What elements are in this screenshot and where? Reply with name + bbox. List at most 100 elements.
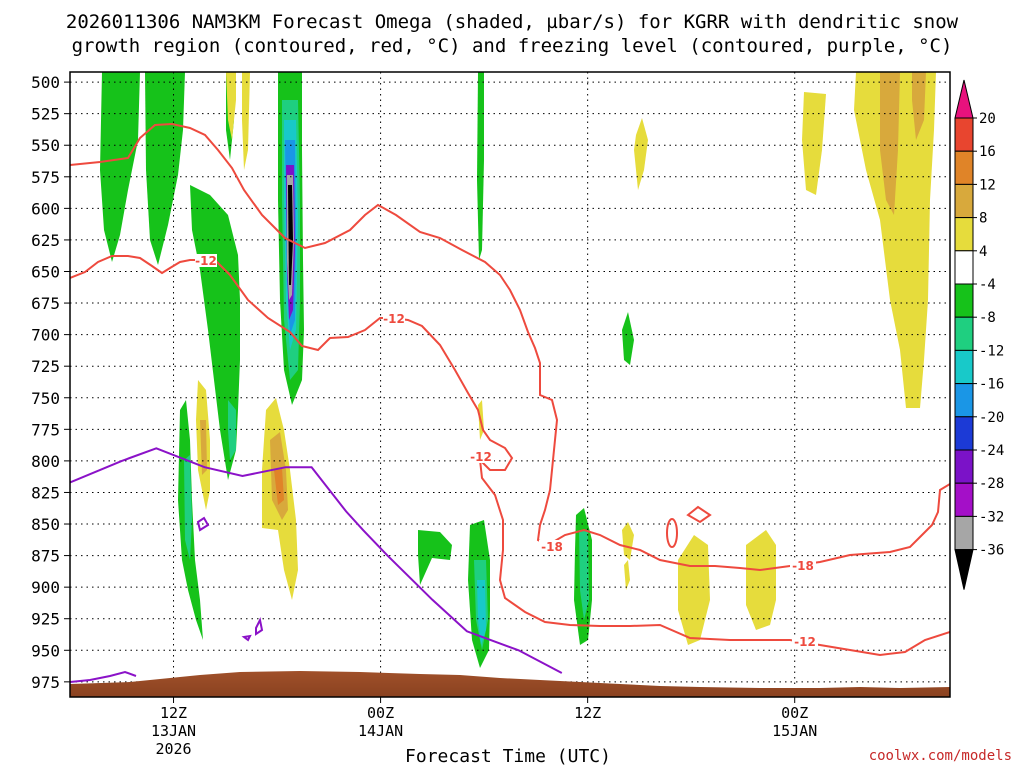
- y-tick-label: 650: [31, 262, 60, 281]
- omega-region: [418, 530, 452, 585]
- freezing-level-loop: [196, 516, 210, 532]
- y-tick-label: 925: [31, 610, 60, 629]
- omega-region: [802, 92, 826, 195]
- terrain-ground: [70, 671, 950, 697]
- y-tick-label: 800: [31, 452, 60, 471]
- contour-label-bg: [468, 450, 494, 463]
- colorbar-swatch: [954, 79, 974, 119]
- omega-region: [912, 72, 926, 140]
- dgz-contour-label: -12: [470, 450, 492, 464]
- dgz-contour-label: -12: [794, 635, 816, 649]
- omega-strong-shading: [184, 100, 589, 650]
- contour-label-bg: [195, 254, 217, 267]
- contour-label-bg: [383, 312, 405, 325]
- colorbar-label: 20: [979, 111, 996, 127]
- omega-region: [477, 580, 486, 645]
- y-tick-label: 500: [31, 73, 60, 92]
- y-tick-label: 725: [31, 357, 60, 376]
- contour-label-bg: [539, 540, 565, 553]
- y-tick-label: 525: [31, 105, 60, 124]
- colorbar-label: -24: [979, 443, 1004, 459]
- colorbar-swatch: [954, 183, 974, 219]
- omega-region: [228, 400, 236, 460]
- colorbar-label: 4: [979, 244, 987, 260]
- colorbar-label: -28: [979, 476, 1004, 492]
- y-tick-label: 875: [31, 547, 60, 566]
- freezing-level: [70, 447, 563, 683]
- colorbar-swatch: [954, 217, 974, 252]
- dgz-contour-label: -12: [195, 254, 217, 268]
- dgz-contours: [70, 122, 950, 657]
- colorbar-label: -32: [979, 509, 1004, 525]
- x-tick-label: 12Z: [160, 704, 187, 722]
- colorbar-label: 12: [979, 177, 996, 193]
- omega-region: [184, 455, 192, 560]
- colorbar-swatch: [954, 316, 974, 351]
- omega-region: [880, 72, 900, 215]
- omega-region: [678, 535, 710, 645]
- colorbar-label: -12: [979, 343, 1004, 359]
- x-tick-date: 15JAN: [772, 722, 817, 740]
- dgz-contour-label: -12: [383, 312, 405, 326]
- x-axis-title: Forecast Time (UTC): [405, 746, 611, 767]
- freezing-level-loop: [241, 634, 252, 642]
- dgz-contour-line: [70, 122, 950, 572]
- x-tick-date: 13JAN: [151, 722, 196, 740]
- omega-region: [622, 522, 634, 560]
- credit-text: coolwx.com/models: [869, 748, 1012, 764]
- contour-label-bg: [792, 635, 818, 648]
- x-tick-label: 12Z: [574, 704, 601, 722]
- contour-label-bg: [790, 559, 816, 572]
- y-tick-label: 900: [31, 578, 60, 597]
- y-tick-label: 850: [31, 515, 60, 534]
- contour-labels: -12 -12 -12 -18 -18 -12: [195, 254, 818, 649]
- y-tick-label: 675: [31, 294, 60, 313]
- y-tick-label: 750: [31, 389, 60, 408]
- omega-region: [634, 118, 648, 190]
- y-tick-label: 950: [31, 641, 60, 660]
- y-axis: 500 525 550 575 600 625 650 675 700 725 750 775 800 8…: [31, 73, 70, 692]
- colorbar-label: 16: [979, 144, 996, 160]
- x-tick-date: 14JAN: [358, 722, 403, 740]
- dgz-contour-label: -18: [541, 540, 563, 554]
- colorbar-label: -36: [979, 543, 1004, 559]
- x-tick-year: 2026: [155, 740, 191, 758]
- colorbar-swatch: [954, 482, 974, 517]
- colorbar-swatch: [954, 283, 974, 318]
- omega-region: [226, 72, 236, 140]
- y-tick-label: 825: [31, 483, 60, 502]
- y-tick-label: 600: [31, 199, 60, 218]
- colorbar-swatch: [954, 349, 974, 385]
- freezing-level-loop: [255, 616, 264, 636]
- chart-title-line2: growth region (contoured, red, °C) and f…: [72, 35, 953, 57]
- y-tick-label: 700: [31, 326, 60, 345]
- omega-region: [288, 185, 293, 285]
- colorbar-label: -8: [979, 310, 996, 326]
- colorbar-swatch: [954, 449, 974, 484]
- colorbar-label: -4: [979, 277, 996, 293]
- colorbar-swatch: [954, 150, 974, 185]
- x-tick-label: 00Z: [781, 704, 808, 722]
- dgz-contour-label: -18: [792, 559, 814, 573]
- omega-region: [242, 72, 250, 170]
- plot-area: [70, 72, 950, 697]
- freezing-level-line: [70, 670, 137, 683]
- omega-region: [100, 72, 140, 262]
- y-tick-label: 775: [31, 420, 60, 439]
- y-tick-label: 975: [31, 673, 60, 692]
- x-tick-label: 00Z: [367, 704, 394, 722]
- omega-region: [274, 468, 284, 505]
- y-tick-label: 575: [31, 168, 60, 187]
- omega-region: [200, 420, 207, 475]
- plot-frame: [69, 71, 951, 698]
- chart-title-line1: 2026011306 NAM3KM Forecast Omega (shaded…: [66, 11, 959, 33]
- colorbar-label: -20: [979, 410, 1004, 426]
- omega-region: [579, 530, 589, 620]
- colorbar-label: -16: [979, 377, 1004, 393]
- colorbar-swatch: [954, 250, 974, 285]
- dgz-contour-ring: [666, 518, 678, 548]
- y-tick-label: 625: [31, 231, 60, 250]
- omega-region: [622, 312, 634, 365]
